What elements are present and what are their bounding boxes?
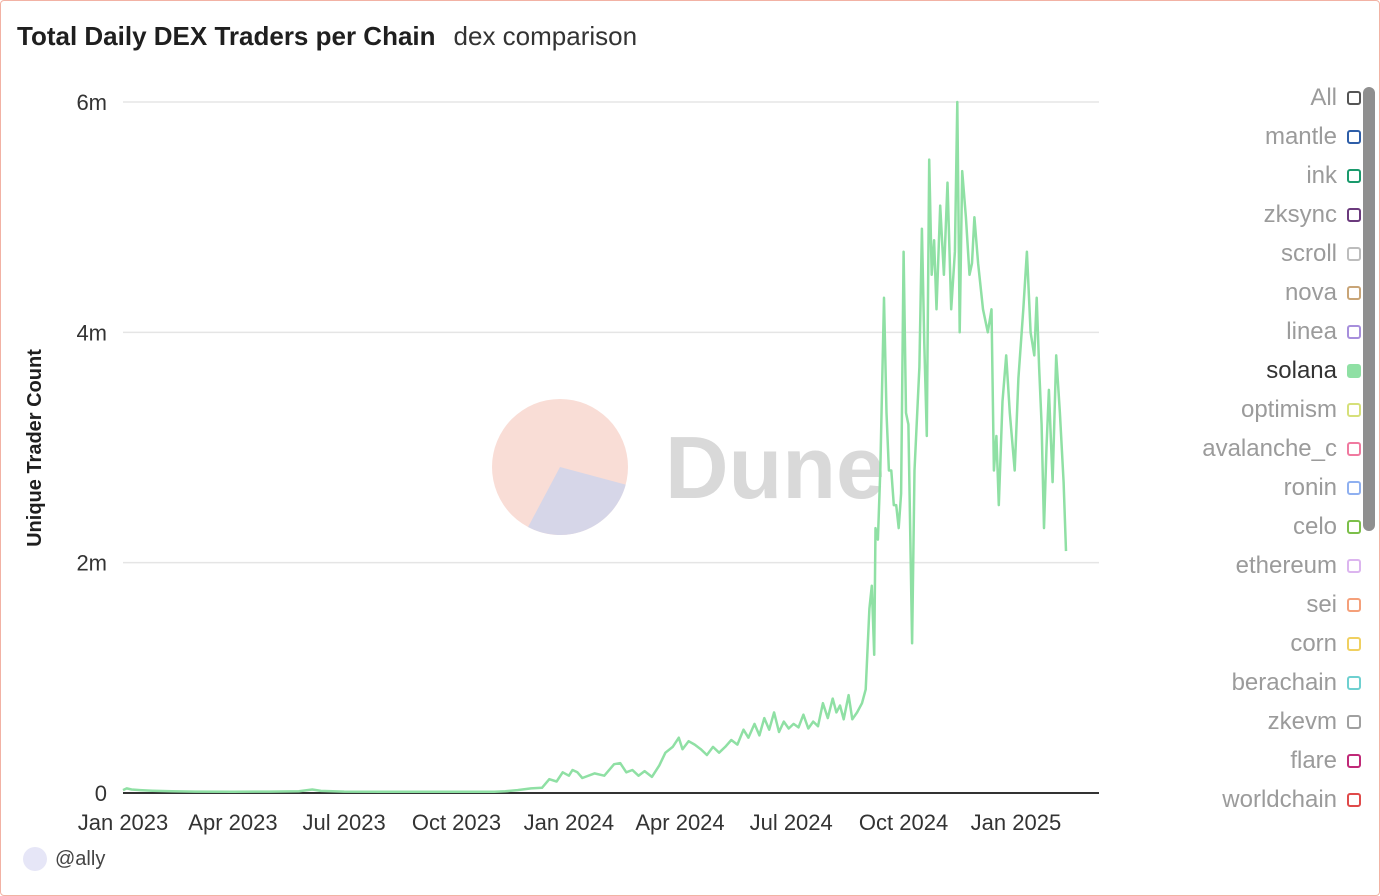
legend-item-label: berachain (1231, 669, 1337, 696)
legend-item-worldchain[interactable]: worldchain (1222, 783, 1361, 817)
legend-checkbox[interactable] (1347, 286, 1361, 300)
legend-checkbox[interactable] (1347, 364, 1361, 378)
legend-item-label: flare (1290, 747, 1337, 774)
legend-item-label: zkevm (1267, 708, 1337, 735)
legend-checkbox[interactable] (1347, 442, 1361, 456)
legend-checkbox[interactable] (1347, 676, 1361, 690)
legend-item-zksync[interactable]: zksync (1264, 198, 1361, 232)
legend-scrollbar[interactable] (1363, 87, 1375, 837)
y-tick-label: 2m (76, 551, 107, 576)
legend-checkbox[interactable] (1347, 130, 1361, 144)
x-tick-label: Apr 2023 (188, 810, 277, 835)
legend-item-label: linea (1286, 318, 1337, 345)
legend-item-All[interactable]: All (1310, 81, 1361, 115)
legend-item-label: mantle (1264, 123, 1337, 150)
legend-checkbox[interactable] (1347, 325, 1361, 339)
legend-item-label: sei (1306, 591, 1337, 618)
chart-header: Total Daily DEX Traders per Chain dex com… (17, 21, 637, 52)
x-tick-label: Oct 2023 (412, 810, 501, 835)
legend-item-label: ethereum (1235, 552, 1337, 579)
legend-item-label: zksync (1263, 201, 1337, 228)
legend-item-label: worldchain (1222, 786, 1337, 813)
legend-checkbox[interactable] (1347, 754, 1361, 768)
legend-item-linea[interactable]: linea (1286, 315, 1361, 349)
legend-checkbox[interactable] (1347, 637, 1361, 651)
legend-item-label: All (1310, 84, 1337, 111)
legend-checkbox[interactable] (1347, 598, 1361, 612)
legend-item-celo[interactable]: celo (1293, 510, 1361, 544)
legend-item-label: ink (1306, 162, 1337, 189)
legend-checkbox[interactable] (1347, 520, 1361, 534)
legend-item-sei[interactable]: sei (1306, 588, 1361, 622)
legend-item-label: nova (1284, 279, 1337, 306)
legend-item-zkevm[interactable]: zkevm (1268, 705, 1361, 739)
legend-item-ronin[interactable]: ronin (1284, 471, 1361, 505)
x-tick-label: Jul 2023 (303, 810, 386, 835)
chart-subtitle: dex comparison (453, 21, 638, 51)
legend-checkbox[interactable] (1347, 403, 1361, 417)
legend-scrollbar-thumb[interactable] (1363, 87, 1375, 531)
legend-item-label: ronin (1283, 474, 1337, 501)
legend-item-nova[interactable]: nova (1285, 276, 1361, 310)
author-badge[interactable]: @ally (23, 847, 105, 871)
legend-checkbox[interactable] (1347, 793, 1361, 807)
y-tick-label: 0 (95, 781, 107, 806)
legend-checkbox[interactable] (1347, 169, 1361, 183)
legend-item-mantle[interactable]: mantle (1265, 120, 1361, 154)
legend-item-scroll[interactable]: scroll (1281, 237, 1361, 271)
legend-checkbox[interactable] (1347, 559, 1361, 573)
y-axis-label: Unique Trader Count (24, 349, 46, 547)
series-line-solana (122, 100, 1068, 794)
legend-item-label: optimism (1240, 396, 1337, 423)
legend-item-avalanche_c[interactable]: avalanche_c (1202, 432, 1361, 466)
chart-title: Total Daily DEX Traders per Chain (17, 21, 436, 51)
x-tick-label: Jan 2024 (524, 810, 615, 835)
legend-item-solana[interactable]: solana (1266, 354, 1361, 388)
legend-checkbox[interactable] (1347, 481, 1361, 495)
x-tick-label: Jan 2025 (971, 810, 1062, 835)
y-tick-label: 4m (76, 320, 107, 345)
legend-checkbox[interactable] (1347, 208, 1361, 222)
legend-item-optimism[interactable]: optimism (1241, 393, 1361, 427)
legend-item-ethereum[interactable]: ethereum (1236, 549, 1361, 583)
x-tick-label: Oct 2024 (859, 810, 948, 835)
x-tick-label: Jul 2024 (750, 810, 833, 835)
legend-checkbox[interactable] (1347, 247, 1361, 261)
legend-item-label: corn (1290, 630, 1337, 657)
watermark-text: Dune (665, 418, 885, 517)
legend-checkbox[interactable] (1347, 715, 1361, 729)
avatar (23, 847, 47, 871)
watermark-logo-slice (528, 467, 626, 535)
author-handle: @ally (55, 847, 106, 870)
legend-item-berachain[interactable]: berachain (1232, 666, 1361, 700)
x-tick-label: Apr 2024 (635, 810, 724, 835)
legend-item-flare[interactable]: flare (1290, 744, 1361, 778)
legend-item-label: avalanche_c (1202, 435, 1337, 462)
legend-item-label: celo (1292, 513, 1337, 540)
legend-item-label: scroll (1280, 240, 1337, 267)
legend-item-label: solana (1266, 357, 1337, 384)
legend: All mantle ink zksync scroll nova linea solana o… (1151, 81, 1363, 841)
legend-checkbox[interactable] (1347, 91, 1361, 105)
y-tick-label: 6m (76, 90, 107, 115)
x-tick-label: Jan 2023 (78, 810, 169, 835)
legend-item-corn[interactable]: corn (1290, 627, 1361, 661)
legend-item-ink[interactable]: ink (1306, 159, 1361, 193)
